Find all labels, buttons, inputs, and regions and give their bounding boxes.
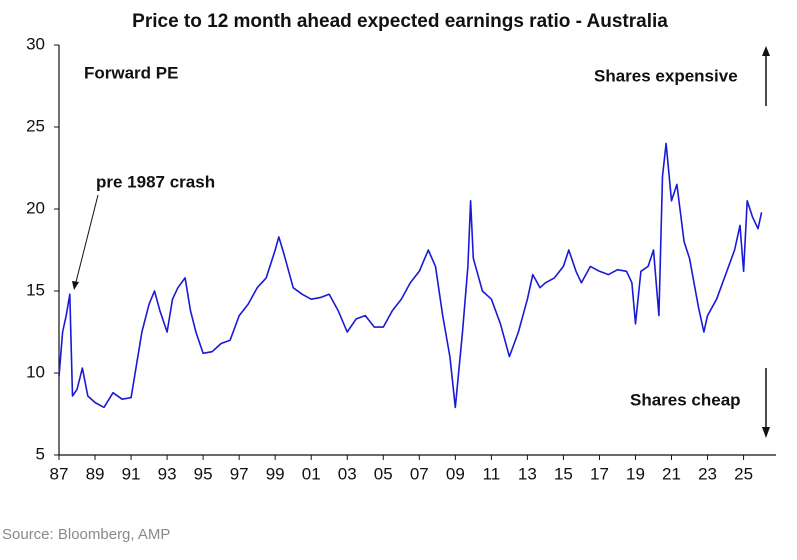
x-tick-label: 97 (230, 464, 249, 483)
y-tick-label: 30 (26, 34, 45, 53)
annotation: Shares cheap (630, 390, 741, 409)
y-tick-label: 25 (26, 116, 45, 135)
x-tick-label: 95 (194, 464, 213, 483)
x-tick-label: 19 (626, 464, 645, 483)
x-tick-label: 11 (483, 464, 501, 483)
y-tick-label: 15 (26, 280, 45, 299)
x-tick-label: 17 (590, 464, 609, 483)
annotation: Forward PE (84, 63, 178, 82)
x-tick-label: 23 (698, 464, 717, 483)
x-tick-label: 03 (338, 464, 357, 483)
y-tick-label: 5 (36, 444, 45, 463)
arrow (75, 194, 99, 283)
x-tick-label: 07 (410, 464, 429, 483)
x-tick-label: 01 (302, 464, 321, 483)
x-tick-label: 25 (734, 464, 753, 483)
x-tick-label: 15 (554, 464, 573, 483)
x-tick-label: 93 (158, 464, 177, 483)
x-tick-label: 21 (662, 464, 681, 483)
annotation: pre 1987 crash (96, 172, 215, 191)
source: Source: Bloomberg, AMP (2, 526, 170, 543)
chart-title: Price to 12 month ahead expected earning… (132, 11, 668, 32)
arrow-head (762, 46, 770, 56)
arrow-head (72, 281, 79, 290)
x-tick-label: 09 (446, 464, 465, 483)
x-tick-label: 89 (86, 464, 105, 483)
x-tick-label: 13 (518, 464, 537, 483)
x-tick-label: 05 (374, 464, 393, 483)
line (58, 142, 763, 409)
y-tick-label: 10 (26, 362, 45, 381)
x-tick-label: 99 (266, 464, 285, 483)
arrow-head (762, 427, 770, 438)
annotation: Shares expensive (594, 66, 738, 85)
x-tick-label: 91 (122, 464, 141, 483)
x-tick-label: 87 (50, 464, 69, 483)
y-tick-label: 20 (26, 198, 45, 217)
